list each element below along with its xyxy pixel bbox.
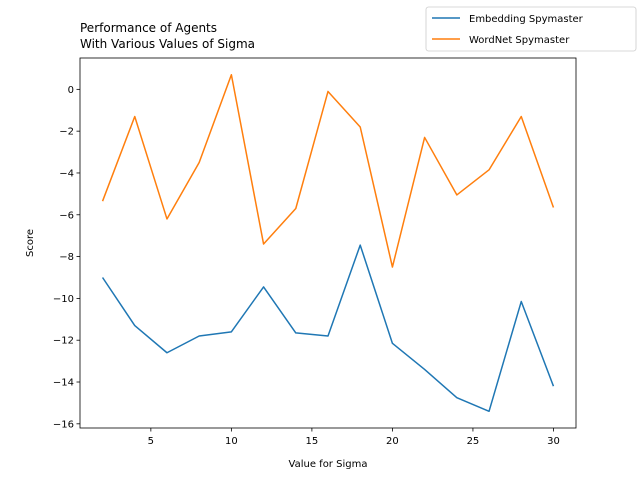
x-axis-ticks: 5 10 15 20 25 30: [148, 428, 560, 447]
y-tick-label: −14: [53, 378, 74, 389]
chart-title-line: With Various Values of Sigma: [80, 37, 255, 51]
series-lines: [101, 73, 555, 413]
y-axis-ticks: 0 −2 −4 −6 −8 −10 −12 −14 −16: [53, 85, 80, 430]
x-tick-label: 25: [467, 436, 480, 447]
legend-label: Embedding Spymaster: [469, 14, 584, 25]
chart-title-line: Performance of Agents: [80, 21, 217, 35]
y-tick-label: −2: [59, 127, 74, 138]
plot-area-frame: [79, 57, 577, 429]
x-axis-label: Value for Sigma: [289, 459, 368, 470]
series-line-embedding-spymaster: [101, 244, 555, 413]
legend-label: WordNet Spymaster: [469, 35, 570, 46]
y-tick-label: −6: [59, 210, 74, 221]
x-tick-label: 10: [225, 436, 238, 447]
x-tick-label: 20: [386, 436, 399, 447]
y-tick-label: −16: [53, 419, 74, 430]
y-axis-label: Score: [25, 229, 36, 257]
y-tick-label: −12: [53, 336, 74, 347]
y-tick-label: 0: [68, 85, 74, 96]
x-tick-label: 30: [547, 436, 560, 447]
x-tick-label: 15: [306, 436, 319, 447]
y-tick-label: −8: [59, 252, 74, 263]
legend: Embedding Spymaster WordNet Spymaster: [425, 6, 637, 52]
y-tick-label: −10: [53, 294, 74, 305]
x-tick-label: 5: [148, 436, 154, 447]
chart-title: Performance of Agents With Various Values…: [80, 21, 255, 51]
series-line-wordnet-spymaster: [101, 73, 555, 268]
y-tick-label: −4: [59, 168, 74, 179]
legend-box: [425, 6, 637, 52]
